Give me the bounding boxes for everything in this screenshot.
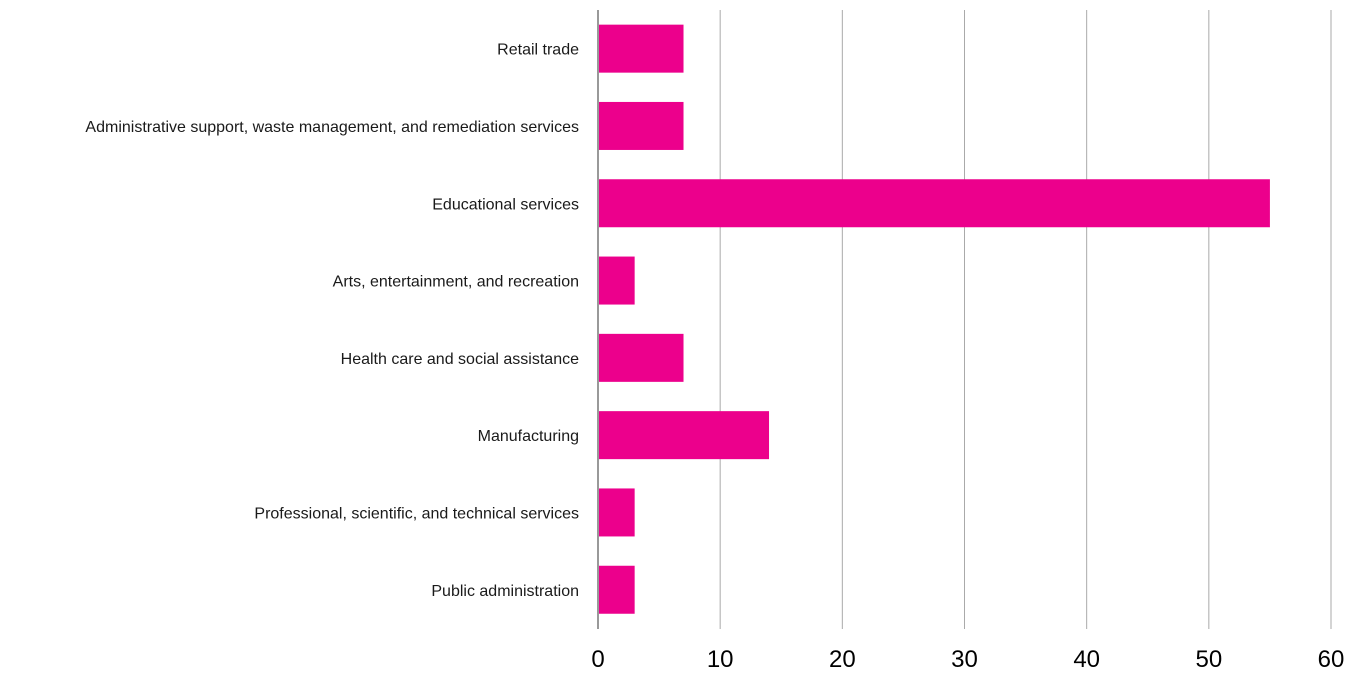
bar-0: [598, 24, 684, 73]
category-label-4: Health care and social assistance: [341, 351, 579, 368]
x-tick-label-20: 20: [829, 646, 856, 673]
bar-7: [598, 565, 635, 614]
bar-3: [598, 256, 635, 305]
x-tick-label-30: 30: [951, 646, 978, 673]
category-labels: Retail trade Administrative support, wast…: [85, 42, 579, 600]
bar-5: [598, 411, 770, 460]
x-tick-label-40: 40: [1073, 646, 1100, 673]
category-label-3: Arts, entertainment, and recreation: [333, 274, 579, 291]
category-label-6: Professional, scientific, and technical …: [254, 505, 579, 522]
bar-1: [598, 101, 684, 150]
bar-2: [598, 179, 1270, 228]
category-label-1: Administrative support, waste management…: [85, 119, 579, 136]
bars: [598, 24, 1270, 614]
category-label-0: Retail trade: [497, 42, 579, 59]
bar-4: [598, 333, 684, 382]
x-tick-label-50: 50: [1195, 646, 1222, 673]
category-label-2: Educational services: [432, 196, 579, 213]
category-label-5: Manufacturing: [478, 428, 579, 445]
category-label-7: Public administration: [431, 583, 579, 600]
x-tick-label-0: 0: [591, 646, 604, 673]
bar-6: [598, 488, 635, 537]
x-tick-label-10: 10: [707, 646, 734, 673]
gridlines: [719, 10, 1332, 629]
x-tick-label-60: 60: [1318, 646, 1345, 673]
x-tick-labels: 0 10 20 30 40 50 60: [591, 646, 1344, 673]
